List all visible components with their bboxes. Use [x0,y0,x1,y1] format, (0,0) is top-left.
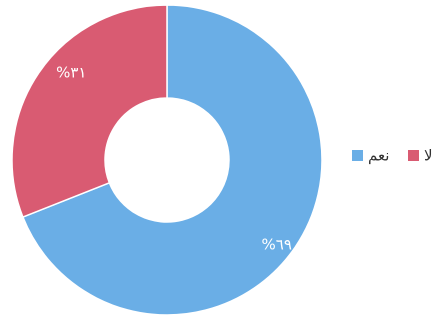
slice-0 [21,4,323,316]
slice-label-0: %٦٩ [262,235,292,253]
slice-labels: %٦٩ %٣١ [56,64,292,254]
legend: لا نعم [352,147,433,165]
legend-label-0: نعم [368,147,389,165]
legend-label-1: لا [424,147,433,165]
legend-swatch-1 [408,150,419,161]
donut-slices [11,4,323,316]
slice-1 [11,4,168,219]
legend-swatch-0 [352,150,363,161]
slice-label-1: %٣١ [56,64,86,82]
